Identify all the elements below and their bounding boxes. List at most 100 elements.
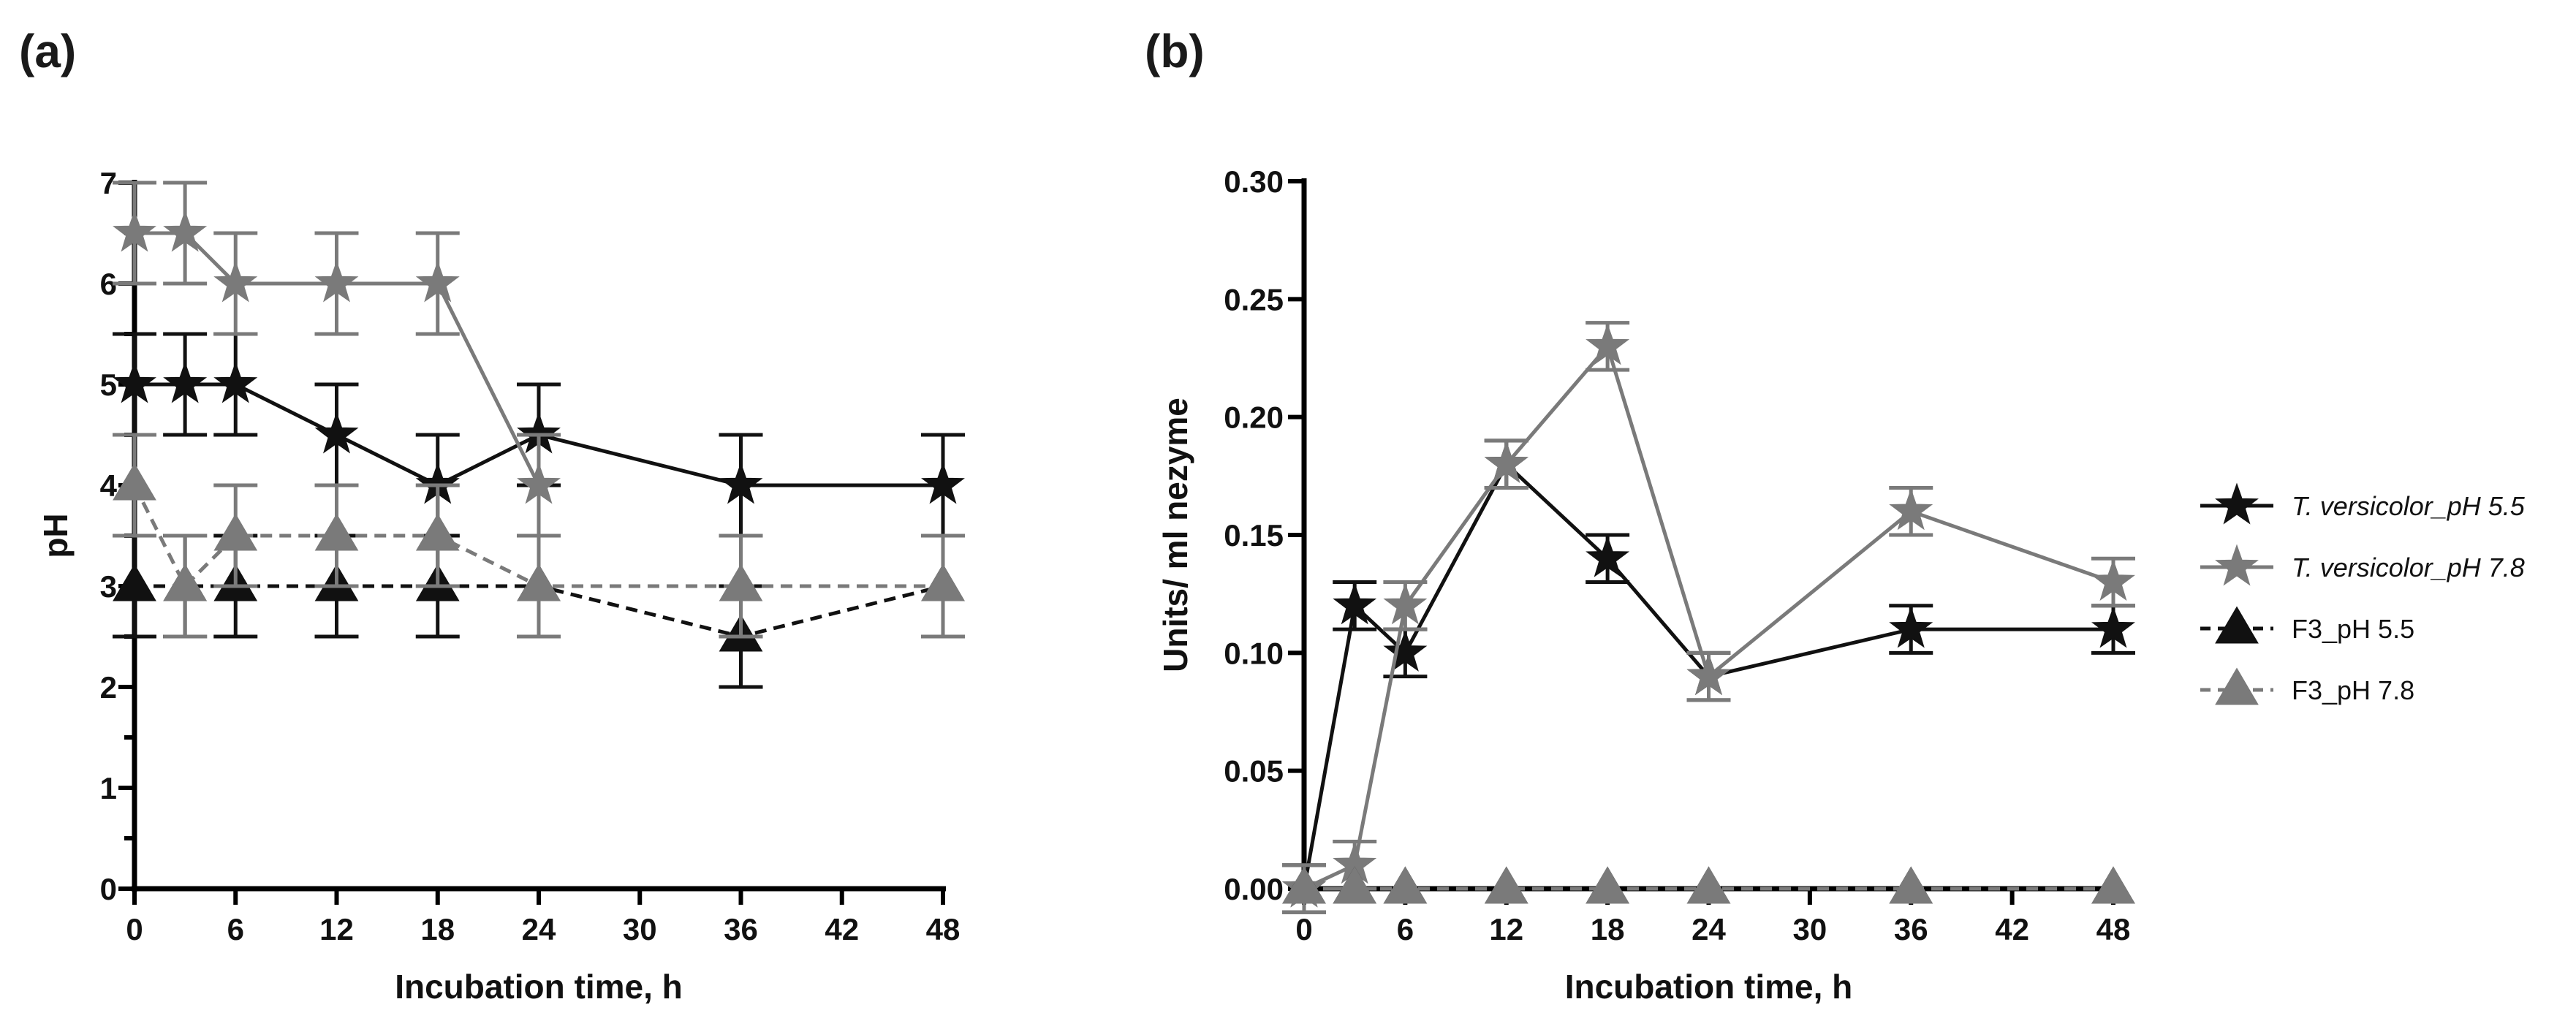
- panel-b-series-1-point: [1383, 629, 1428, 672]
- panel-a-y-tick-label: 7: [100, 166, 117, 200]
- panel-a-series-2-point: [314, 260, 359, 303]
- panel-a-series-4: [113, 433, 965, 639]
- panel-a-series-4-point: [163, 563, 207, 601]
- panel-a-x-tick-label: 30: [623, 912, 657, 946]
- panel-a-series-4-point: [415, 513, 460, 551]
- legend-entry-2: T. versicolor_pH 7.8: [2200, 544, 2525, 586]
- panel-a-series-2: [113, 181, 561, 538]
- panel-b-series-2-point: [1686, 653, 1731, 696]
- panel-a-series-4-line: [132, 484, 943, 590]
- panel-b-x-tick-label: 0: [1295, 912, 1312, 946]
- panel-b-x-tick-label: 6: [1397, 912, 1414, 946]
- panel-a-series-1-point: [213, 361, 258, 403]
- panel-b-y-tick-label: 0.05: [1224, 754, 1284, 789]
- panel-a-series-3-point: [113, 563, 156, 601]
- panel-a-x-tick-label: 42: [825, 912, 859, 946]
- legend-star-marker: [2215, 482, 2259, 525]
- panel-b-series-4-point: [1686, 866, 1731, 904]
- panel-a-series-2-point: [415, 260, 460, 303]
- chart-legend: T. versicolor_pH 5.5 T. versicolor_pH 7.8…: [2200, 482, 2526, 705]
- panel-b-series-2-point: [1484, 441, 1528, 483]
- panel-a-series-4-point: [213, 513, 258, 551]
- panel-a-x-tick-label: 48: [926, 912, 961, 946]
- legend-entry-3: F3_pH 5.5: [2200, 606, 2414, 644]
- legend-star-marker: [2215, 544, 2259, 586]
- panel-b-series-2-point: [2091, 558, 2135, 601]
- panel-b-x-tick-label: 30: [1793, 912, 1827, 946]
- panel-b-x-tick-label: 12: [1489, 912, 1523, 946]
- panel-b-series-1-point: [1889, 606, 1933, 648]
- panel-a-series-1-point: [719, 462, 763, 504]
- panel-b-series-1-point: [2091, 606, 2135, 648]
- legend-entry-4: F3_pH 7.8: [2200, 667, 2414, 705]
- panel-a-y-tick-label: 0: [100, 872, 117, 906]
- panel-a-y-tick-label: 1: [100, 771, 117, 805]
- panel-a-series-1-point: [113, 361, 156, 403]
- panel-a-y-tick-label: 6: [100, 267, 117, 301]
- panel-b-x-tick-label: 48: [2096, 912, 2131, 946]
- panel-b-y-axis-title: Units/ ml nezyme: [1156, 398, 1194, 672]
- panel-b-y-tick-label: 0.15: [1224, 518, 1284, 553]
- legend-label: T. versicolor_pH 5.5: [2292, 491, 2526, 521]
- panel-a-series-4-point: [314, 513, 359, 551]
- panel-b-x-tick-label: 18: [1591, 912, 1625, 946]
- panel-b-y-tick-label: 0.25: [1224, 282, 1284, 316]
- legend-entry-1: T. versicolor_pH 5.5: [2200, 482, 2526, 525]
- panel-b-y-tick-label: 0.00: [1224, 872, 1284, 906]
- panel-a-series-2-point: [213, 260, 258, 303]
- panel-b-series-1-point: [1333, 582, 1377, 625]
- legend-label: F3_pH 7.8: [2292, 675, 2414, 705]
- panel-a-series-1-point: [163, 361, 208, 403]
- panel-b-series-2-point: [1889, 488, 1933, 531]
- panel-b-series-1-point: [1586, 535, 1630, 577]
- panel-a-y-tick-label: 3: [100, 569, 117, 604]
- panel-a-series-4-point: [719, 563, 763, 601]
- panel-b-series-4: [1282, 866, 2135, 904]
- panel-b-chart: (b) 0.00 0.05 0.10 0.15 0.20 0.25 0.30 0 6 12 18 24…: [1145, 25, 2135, 1006]
- panel-b-label: (b): [1145, 25, 1205, 77]
- panel-b-series-2: [1282, 321, 2135, 914]
- panel-a-label: (a): [19, 25, 76, 77]
- panel-a-y-tick-label: 4: [100, 468, 118, 503]
- panel-a-series-2-point: [517, 462, 561, 504]
- panel-b-x-axis-title: Incubation time, h: [1565, 968, 1853, 1006]
- legend-label: T. versicolor_pH 7.8: [2292, 553, 2525, 582]
- panel-b-series-4-point: [2091, 866, 2135, 904]
- panel-a-series-4-point: [517, 563, 561, 601]
- legend-label: F3_pH 5.5: [2292, 614, 2414, 644]
- panel-a-series-2-point: [113, 210, 156, 252]
- panel-a-x-axis-title: Incubation time, h: [395, 968, 683, 1006]
- panel-b-series-2-point: [1586, 323, 1630, 365]
- legend-triangle-marker: [2215, 606, 2259, 644]
- panel-b-y-tick-label: 0.30: [1224, 164, 1284, 199]
- panel-a-series-1-point: [314, 411, 359, 454]
- panel-a-series-2-point: [163, 210, 208, 252]
- legend-triangle-marker: [2215, 667, 2259, 705]
- panel-b-series-4-point: [1383, 866, 1428, 904]
- panel-a-x-tick-label: 18: [420, 912, 455, 946]
- panel-a-y-tick-label: 2: [100, 670, 117, 705]
- panel-b-series-4-point: [1282, 866, 1326, 904]
- panel-a-x-tick-label: 36: [724, 912, 758, 946]
- panel-a-x-tick-label: 0: [126, 912, 143, 946]
- panel-a-series-1-point: [921, 462, 965, 504]
- panel-b-series-4-point: [1333, 866, 1377, 904]
- panel-a-x-tick-label: 24: [522, 912, 556, 946]
- panel-a-y-tick-label: 5: [100, 368, 117, 402]
- panel-a-x-tick-label: 6: [227, 912, 244, 946]
- panel-a-y-axis-title: pH: [37, 513, 75, 558]
- panel-b-x-tick-label: 42: [1995, 912, 2029, 946]
- panel-a-series-4-point: [113, 463, 156, 501]
- panel-a-x-tick-label: 12: [319, 912, 354, 946]
- panel-b-x-tick-label: 36: [1894, 912, 1928, 946]
- panel-b-series-2-point: [1383, 582, 1428, 625]
- panel-b-series-4-point: [1889, 866, 1933, 904]
- panel-b-series-4-point: [1484, 866, 1528, 904]
- panel-b-series-2-line: [1303, 342, 2114, 891]
- panel-a-series-4-point: [921, 563, 965, 601]
- panel-b-y-tick-label: 0.20: [1224, 400, 1284, 435]
- panel-b-series-4-point: [1586, 866, 1630, 904]
- panel-b-y-tick-label: 0.10: [1224, 636, 1284, 670]
